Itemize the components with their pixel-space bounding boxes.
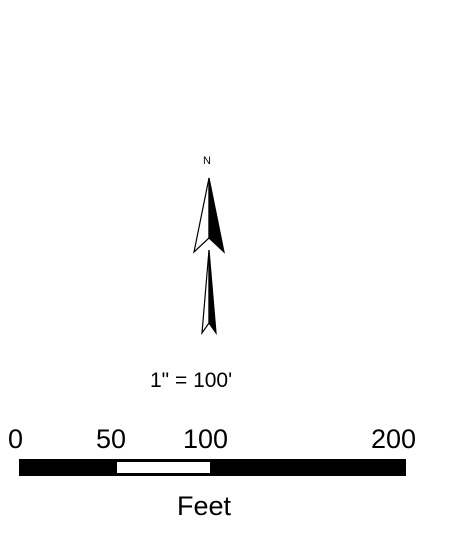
scale-units-label: Feet <box>177 491 232 521</box>
scale-tick-label-50: 50 <box>96 424 127 454</box>
north-arrow-head-right <box>208 177 225 254</box>
scale-tick-label-100: 100 <box>183 424 229 454</box>
north-label: N <box>203 155 211 167</box>
north-arrow-head-left <box>193 177 210 254</box>
scale-bar <box>19 459 406 476</box>
scale-tick-label-200: 200 <box>371 424 417 454</box>
north-arrow-shaft-right <box>208 249 217 336</box>
north-arrow-shaft-left <box>201 249 210 336</box>
scale-ratio-text: 1" = 100' <box>150 369 233 392</box>
scale-bar-light-segment <box>117 462 210 473</box>
scale-tick-label-0: 0 <box>8 424 24 454</box>
